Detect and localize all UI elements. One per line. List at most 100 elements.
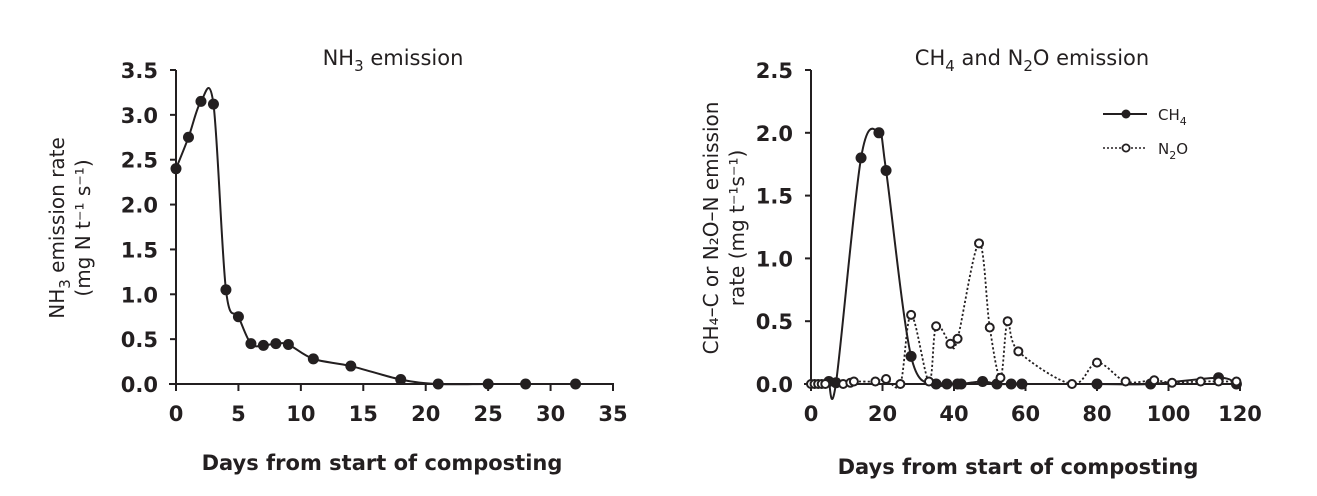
nh3-y-tick-label: 3.0 — [121, 104, 158, 128]
ch4-n2o-x-tick-label: 100 — [1147, 402, 1191, 426]
nh3-x-tick-label: 10 — [286, 402, 315, 426]
nh3-x-tick-label: 0 — [169, 402, 184, 426]
ch4-n2o-axes: 0.0 0.5 1.0 1.5 2.0 2.5 0 20 40 60 80 100 120 — [756, 59, 1262, 426]
nh3-data-point-nh3 — [395, 374, 407, 386]
ch4-n2o-data-point-n2o — [848, 376, 859, 387]
legend-label-ch4: CH4 — [1158, 106, 1187, 128]
nh3-x-tick-label: 15 — [349, 402, 378, 426]
svg-text:NH3 emission rate: NH3 emission rate — [45, 137, 74, 319]
ch4-n2o-y-tick-label: 2.5 — [756, 59, 793, 83]
nh3-data-point-nh3 — [170, 163, 182, 175]
ch4-n2o-data-point-n2o — [906, 309, 917, 320]
nh3-y-tick-label: 1.5 — [121, 238, 158, 262]
nh3-x-tick-label: 5 — [231, 402, 246, 426]
nh3-chart: NH3 emission 0.0 0.5 1.0 1.5 2.0 2.5 3.0 3.5 0 5 1… — [45, 46, 628, 475]
ch4-n2o-x-tick-label: 20 — [868, 402, 897, 426]
ch4-n2o-data-point-n2o — [995, 372, 1006, 383]
ch4-n2o-y-tick-label: 0.0 — [756, 373, 793, 397]
ch4-n2o-data-point-n2o — [1092, 357, 1102, 368]
svg-text:rate (mg t⁻¹s⁻¹): rate (mg t⁻¹s⁻¹) — [725, 150, 749, 307]
ch4-n2o-data-point-n2o — [870, 376, 881, 387]
ch4-n2o-x-tick-label: 40 — [939, 402, 968, 426]
legend-item-n2o: N2O — [1103, 140, 1188, 162]
ch4-n2o-data-point-n2o — [931, 321, 942, 332]
legend-label-n2o: N2O — [1158, 140, 1188, 162]
ch4-n2o-data-point-n2o — [1149, 375, 1160, 386]
nh3-data-point-nh3 — [307, 353, 319, 365]
nh3-y-tick-label: 1.0 — [121, 283, 158, 307]
nh3-axes: 0.0 0.5 1.0 1.5 2.0 2.5 3.0 3.5 0 5 10 15 20 25 30 35 — [121, 59, 628, 426]
nh3-x-tick-label: 20 — [411, 402, 440, 426]
ch4-n2o-y-axis-label: CH₄–C or N₂O–N emission rate (mg t⁻¹s⁻¹) — [699, 102, 749, 355]
ch4-n2o-data-point-n2o — [952, 333, 963, 344]
ch4-n2o-data-point-ch4 — [905, 350, 917, 362]
svg-text:CH₄–C or N₂O–N emission: CH₄–C or N₂O–N emission — [699, 102, 723, 355]
nh3-series-line-nh3 — [175, 86, 576, 386]
legend: CH4 N2O — [1103, 106, 1188, 162]
ch4-n2o-data-point-n2o — [945, 338, 956, 349]
ch4-n2o-data-point-ch4 — [1016, 378, 1028, 390]
nh3-data-point-nh3 — [520, 378, 532, 390]
ch4-n2o-data-point-ch4 — [855, 152, 867, 164]
ch4-n2o-data-point-ch4 — [880, 164, 892, 176]
nh3-y-axis-label: NH3 emission rate (mg N t⁻¹ s⁻¹) — [45, 137, 95, 319]
ch4-n2o-data-point-ch4 — [1005, 378, 1017, 390]
ch4-n2o-y-tick-label: 2.0 — [756, 122, 793, 146]
nh3-data-point-nh3 — [220, 284, 232, 296]
ch4-n2o-plot-area — [806, 127, 1242, 401]
ch4-n2o-x-tick-label: 0 — [804, 402, 819, 426]
ch4-n2o-data-point-n2o — [820, 379, 831, 389]
nh3-data-point-nh3 — [432, 378, 444, 390]
nh3-plot-area — [170, 86, 582, 390]
nh3-data-point-nh3 — [245, 338, 257, 350]
nh3-data-point-nh3 — [207, 98, 219, 110]
ch4-n2o-data-point-n2o — [1167, 377, 1178, 388]
ch4-n2o-data-point-n2o — [1213, 376, 1224, 387]
nh3-data-point-nh3 — [345, 360, 357, 372]
nh3-y-tick-label: 0.5 — [121, 328, 158, 352]
ch4-n2o-data-point-n2o — [1002, 316, 1013, 327]
ch4-n2o-y-tick-label: 0.5 — [756, 310, 793, 334]
nh3-x-tick-label: 35 — [598, 402, 627, 426]
ch4-n2o-data-point-n2o — [895, 379, 906, 389]
filled-circle-marker-icon — [1121, 109, 1131, 119]
nh3-y-tick-label: 2.0 — [121, 194, 158, 218]
nh3-y-tick-label: 3.5 — [121, 59, 158, 83]
ch4-n2o-x-tick-label: 80 — [1082, 402, 1111, 426]
svg-text:(mg N t⁻¹ s⁻¹): (mg N t⁻¹ s⁻¹) — [71, 159, 95, 296]
nh3-x-tick-label: 30 — [536, 402, 565, 426]
ch4-n2o-data-point-n2o — [1231, 376, 1242, 387]
nh3-data-point-nh3 — [282, 339, 294, 351]
nh3-y-tick-label: 0.0 — [121, 373, 158, 397]
ch4-n2o-data-point-n2o — [1066, 379, 1077, 389]
ch4-n2o-data-point-ch4 — [977, 375, 989, 387]
ch4-n2o-data-point-ch4 — [873, 127, 885, 139]
ch4-n2o-x-axis-label: Days from start of composting — [838, 455, 1199, 479]
ch4-n2o-y-tick-label: 1.5 — [756, 185, 793, 209]
ch4-n2o-x-tick-label: 120 — [1218, 402, 1262, 426]
ch4-n2o-x-tick-label: 60 — [1011, 402, 1040, 426]
ch4-n2o-chart: CH4 and N2O emission 0.00.51.01.52.02.50… — [699, 46, 1262, 479]
ch4-n2o-y-tick-label: 1.0 — [756, 247, 793, 271]
ch4-n2o-series-line-n2o — [810, 242, 1237, 389]
ch4-n2o-data-point-n2o — [881, 373, 892, 384]
nh3-x-axis-label: Days from start of composting — [202, 451, 563, 475]
nh3-data-point-nh3 — [195, 95, 207, 107]
ch4-n2o-data-point-ch4 — [941, 378, 953, 390]
nh3-data-point-nh3 — [482, 378, 494, 390]
ch4-n2o-data-point-n2o — [1195, 376, 1206, 387]
ch4-n2o-data-point-n2o — [923, 376, 934, 387]
nh3-chart-title: NH3 emission — [323, 46, 464, 75]
ch4-n2o-data-point-n2o — [1120, 376, 1131, 387]
ch4-n2o-data-point-n2o — [1013, 346, 1024, 357]
ch4-n2o-data-point-ch4 — [955, 378, 967, 390]
nh3-data-point-nh3 — [570, 378, 582, 390]
nh3-y-tick-label: 2.5 — [121, 149, 158, 173]
open-circle-marker-icon — [1121, 143, 1131, 153]
nh3-data-point-nh3 — [232, 311, 244, 323]
ch4-n2o-chart-title: CH4 and N2O emission — [915, 46, 1149, 75]
nh3-data-point-nh3 — [270, 338, 282, 350]
legend-item-ch4: CH4 — [1103, 106, 1187, 128]
nh3-data-point-nh3 — [257, 339, 269, 351]
